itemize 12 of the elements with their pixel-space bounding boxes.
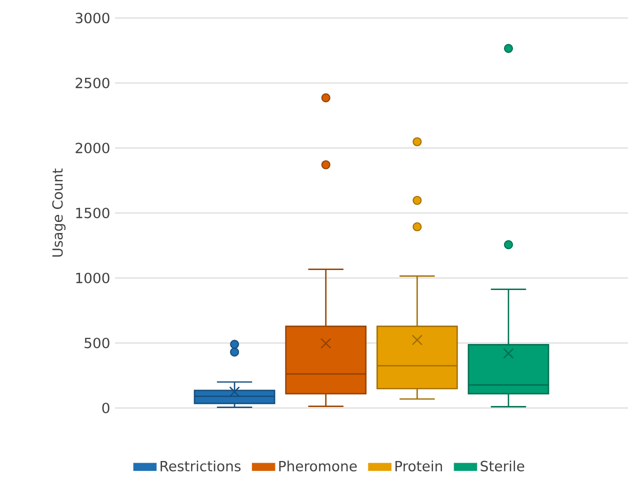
legend-label: Protein bbox=[395, 460, 442, 472]
y-tick-label: 2500 bbox=[76, 78, 110, 88]
legend-label: Pheromone bbox=[279, 460, 357, 472]
legend-label: Restrictions bbox=[160, 460, 241, 472]
y-tick-label: 2000 bbox=[76, 142, 110, 154]
y-tick-label: 0 bbox=[102, 402, 110, 414]
y-tick-label: 1500 bbox=[76, 208, 110, 218]
y-axis-title: Usage Count bbox=[52, 168, 66, 257]
y-tick-label: 500 bbox=[84, 338, 110, 348]
y-tick-label: 3000 bbox=[76, 12, 110, 24]
y-tick-label: 1000 bbox=[76, 272, 110, 284]
legend-label: Sterile bbox=[480, 460, 524, 472]
